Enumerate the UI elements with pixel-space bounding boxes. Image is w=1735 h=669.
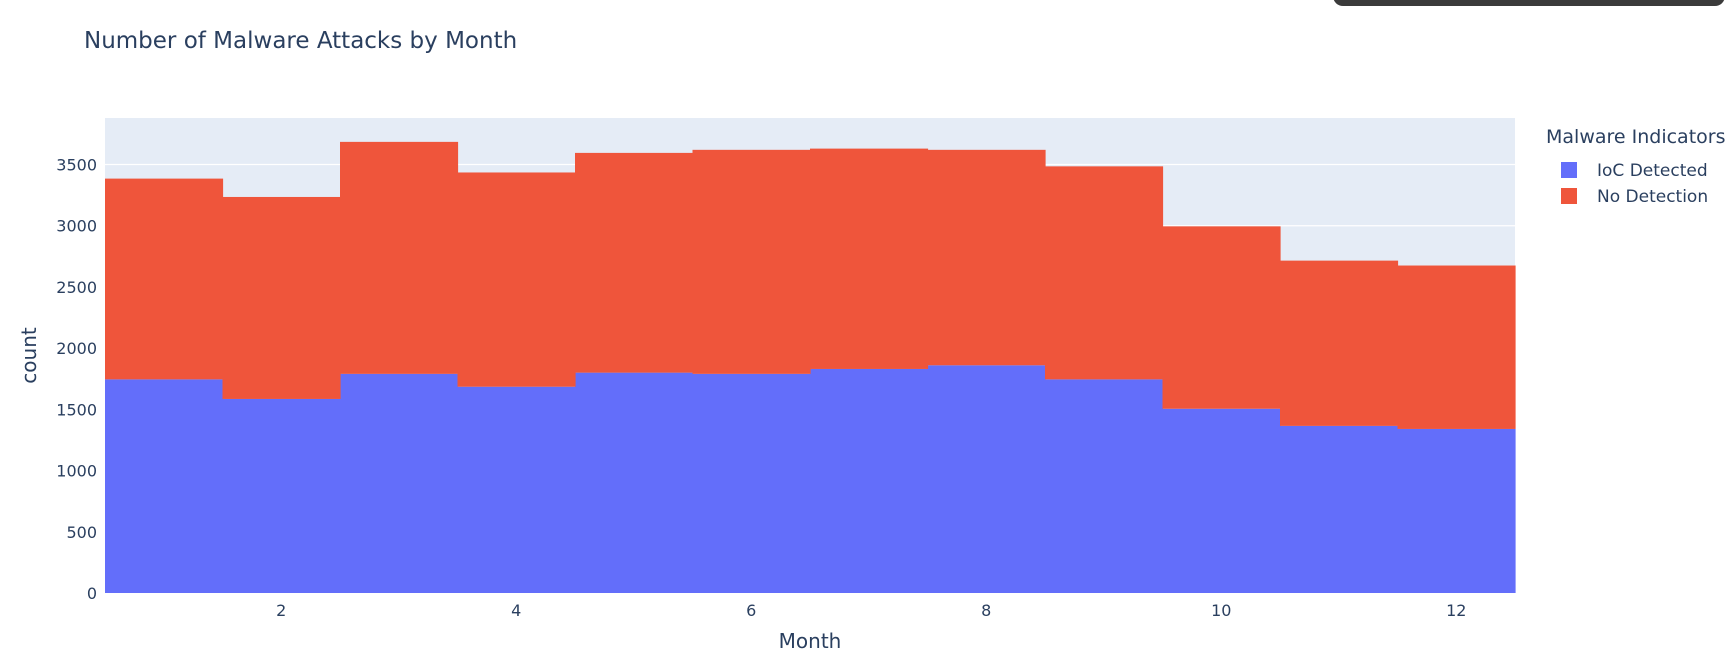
bar-no-detection[interactable] [575,152,694,373]
legend-swatch[interactable] [1561,188,1577,204]
bar-ioc-detected[interactable] [340,373,459,593]
legend-items: IoC Detected No Detection [1561,161,1708,207]
y-tick-label: 2000 [56,339,97,358]
x-axis-ticks: 2 4 6 8 10 12 [276,601,1466,620]
x-tick-label: 4 [511,601,521,620]
x-tick-label: 6 [746,601,756,620]
chart-title: Number of Malware Attacks by Month [84,28,517,54]
bar-no-detection[interactable] [1280,260,1399,426]
bar-ioc-detected[interactable] [927,365,1046,593]
bar-no-detection[interactable] [927,149,1046,366]
y-tick-label: 500 [66,523,97,542]
x-tick-label: 12 [1446,601,1466,620]
y-tick-label: 2500 [56,278,97,297]
legend-label[interactable]: No Detection [1597,187,1708,207]
bar-ioc-detected[interactable] [1045,379,1164,593]
x-tick-label: 10 [1211,601,1231,620]
bar-no-detection[interactable] [457,172,576,387]
legend-title: Malware Indicators [1546,126,1725,148]
bar-no-detection[interactable] [1397,265,1516,429]
bar-ioc-detected[interactable] [575,372,694,593]
x-tick-label: 2 [276,601,286,620]
overlay-popup-edge [1333,0,1725,6]
bar-ioc-detected[interactable] [810,368,929,593]
y-tick-label: 0 [87,584,97,603]
y-tick-label: 1000 [56,462,97,481]
bars [105,141,1516,593]
bar-ioc-detected[interactable] [692,373,811,593]
legend-swatch[interactable] [1561,162,1577,178]
y-tick-label: 3500 [56,156,97,175]
bar-ioc-detected[interactable] [1162,408,1281,593]
bar-ioc-detected[interactable] [1397,428,1516,593]
bar-ioc-detected[interactable] [105,379,224,593]
x-axis-title: Month [779,629,842,653]
bar-ioc-detected[interactable] [222,398,341,593]
bar-no-detection[interactable] [1162,226,1281,409]
y-tick-label: 1500 [56,400,97,419]
y-tick-label: 3000 [56,217,97,236]
x-tick-label: 8 [981,601,991,620]
bar-no-detection[interactable] [105,178,224,380]
bar-no-detection[interactable] [692,149,811,374]
legend-label[interactable]: IoC Detected [1597,161,1708,181]
legend: Malware Indicators IoC Detected No Detect… [1546,126,1725,207]
bar-ioc-detected[interactable] [457,386,576,593]
y-axis-ticks: 0 500 1000 1500 2000 2500 3000 3500 [56,156,97,603]
bar-ioc-detected[interactable] [1280,425,1399,593]
bar-no-detection[interactable] [340,141,459,374]
bar-no-detection[interactable] [1045,166,1164,380]
bar-no-detection[interactable] [810,148,929,369]
y-axis-title: count [17,327,41,384]
bar-no-detection[interactable] [222,196,341,399]
